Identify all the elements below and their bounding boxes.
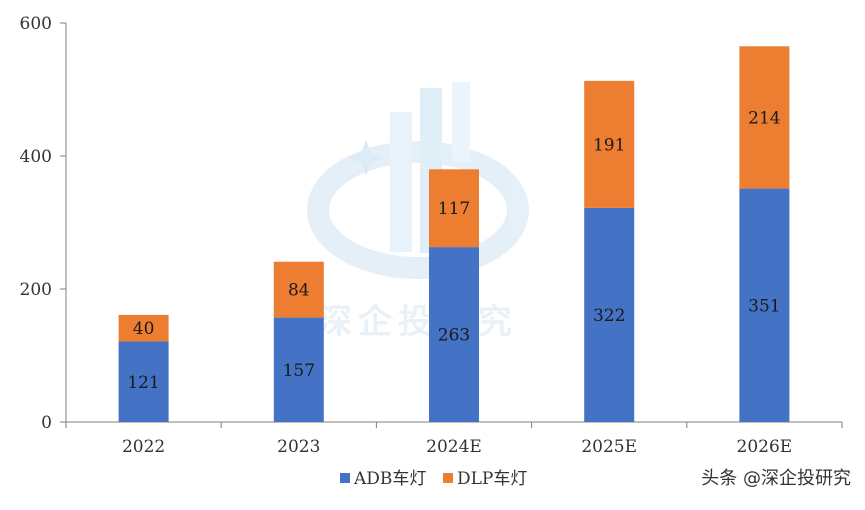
x-tick-label: 2026E — [737, 437, 793, 457]
data-label: 322 — [593, 306, 625, 326]
bar-segment-adb — [429, 247, 479, 422]
bar-segment-dlp — [429, 169, 479, 248]
y-tick-label: 0 — [41, 413, 52, 433]
x-tick-label: 2022 — [122, 437, 165, 457]
data-label: 214 — [748, 108, 780, 128]
bar-segment-dlp — [118, 314, 169, 342]
y-tick-label: 200 — [20, 280, 52, 300]
legend-swatch — [340, 473, 350, 483]
data-label: 191 — [593, 135, 625, 155]
data-label: 121 — [127, 373, 159, 393]
bar-segment-dlp — [739, 46, 790, 189]
bar-segment-dlp — [273, 261, 324, 318]
bar-segment-adb — [273, 317, 324, 422]
y-tick-label: 400 — [20, 147, 52, 167]
bar-segment-adb — [118, 341, 169, 422]
data-label: 263 — [438, 326, 470, 346]
source-credit: 头条 @深企投研究 — [701, 468, 851, 489]
data-label: 351 — [748, 296, 780, 316]
data-label: 84 — [288, 281, 310, 301]
legend: ADB车灯 DLP车灯 — [340, 469, 527, 489]
axes: 0 200 400 600 2022 2023 2024E 2025E 2026E — [20, 14, 843, 457]
x-tick-label: 2024E — [426, 437, 482, 457]
legend-label: ADB车灯 — [353, 469, 426, 489]
data-labels: 121 40 157 84 263 117 322 191 351 214 — [127, 108, 780, 392]
x-tick-label: 2023 — [277, 437, 320, 457]
data-label: 40 — [133, 319, 155, 339]
legend-label: DLP车灯 — [457, 469, 527, 489]
x-tick-label: 2025E — [581, 437, 637, 457]
watermark-text: 深企投研究 — [318, 302, 518, 342]
watermark-logo-icon: 深企投研究 — [307, 82, 529, 342]
legend-swatch — [443, 473, 453, 483]
bar-segment-dlp — [584, 80, 635, 208]
y-tick-label: 600 — [20, 14, 52, 34]
bar-segment-adb — [739, 188, 790, 422]
data-label: 117 — [438, 199, 470, 219]
bar-segment-adb — [584, 207, 635, 422]
data-label: 157 — [283, 361, 315, 381]
bars — [118, 46, 790, 422]
